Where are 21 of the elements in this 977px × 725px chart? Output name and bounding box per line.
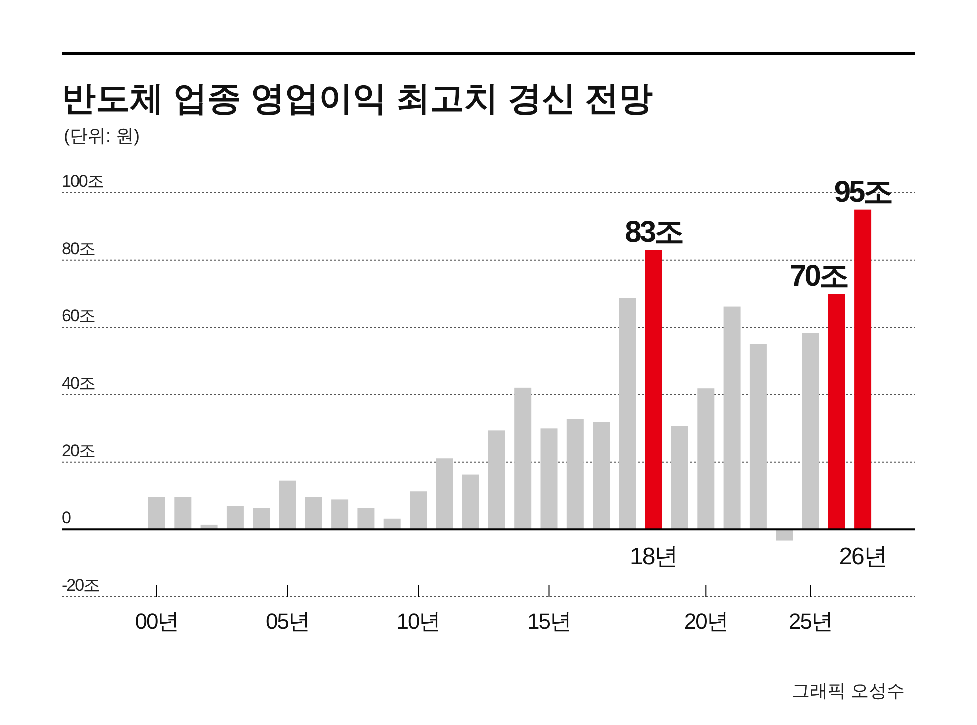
chart-subtitle: (단위: 원) [64, 126, 140, 146]
x-tick-label: 15년 [528, 609, 571, 634]
y-tick-label: 60조 [62, 306, 95, 326]
y-tick-label: 40조 [62, 374, 95, 393]
text: 그래픽 오성수 [792, 681, 905, 701]
data-label: 95조 [834, 176, 893, 209]
data-label: 70조 [790, 260, 848, 293]
x-tick-label: 26년 [839, 544, 887, 571]
x-tick-label: 00년 [135, 609, 179, 634]
y-tick-label: -20조 [62, 576, 100, 595]
x-tick-label: 18년 [630, 544, 678, 571]
chart-title: 반도체 업종 영업이익 최고치 경신 전망 [62, 80, 654, 118]
y-tick-label: 100조 [62, 172, 104, 191]
y-tick-label: 80조 [62, 239, 95, 258]
data-label: 83조 [625, 216, 684, 250]
x-tick-label: 10년 [396, 609, 440, 634]
y-tick-label: 20조 [62, 441, 95, 460]
x-tick-label: 20년 [684, 609, 728, 634]
x-tick-label: 05년 [266, 609, 310, 634]
y-tick-label: 0 [62, 508, 71, 528]
x-tick-label: 25년 [789, 609, 832, 634]
